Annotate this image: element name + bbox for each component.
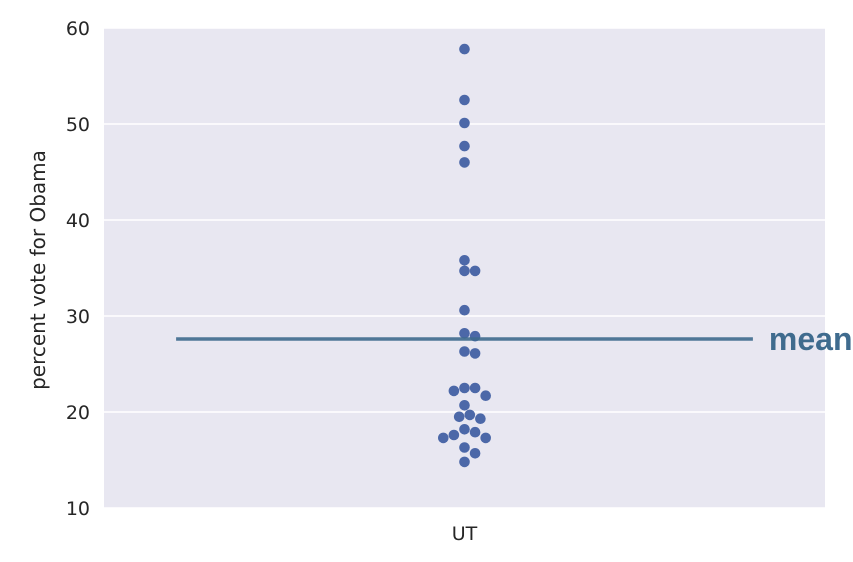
y-tick-label: 60 [66,18,90,40]
data-point [459,304,470,316]
data-point [469,265,481,277]
data-point [459,157,470,168]
data-point [459,94,470,106]
data-point [464,409,476,421]
data-point [459,442,470,453]
data-point [453,411,465,423]
data-point [459,43,470,55]
y-tick-label: 50 [66,114,90,136]
y-tick-labels: 10 20 30 40 50 60 [66,18,90,520]
data-point [459,265,470,277]
y-axis-label: percent vote for Obama [26,150,50,390]
grid-lines [104,27,825,509]
data-point [480,432,492,444]
mean-label: mean [769,321,853,357]
data-point [469,382,481,394]
data-point [459,254,470,266]
data-point [475,413,486,425]
data-point [438,432,449,444]
data-point [459,456,470,468]
data-point [459,424,470,435]
data-point [469,426,481,438]
data-point [448,429,460,441]
data-points [438,43,492,468]
data-point [459,140,470,152]
y-tick-label: 20 [66,402,90,424]
x-tick-label: UT [452,523,478,545]
data-point [459,328,470,339]
data-point [459,346,470,357]
y-tick-label: 40 [66,210,90,232]
data-point [480,390,492,402]
y-tick-label: 30 [66,306,90,328]
y-tick-label: 10 [66,498,90,520]
data-point [469,448,481,459]
data-point [459,117,470,129]
data-point [448,385,460,397]
data-point [469,348,481,359]
data-point [459,382,470,394]
x-tick-labels: UT [452,523,478,545]
data-point [459,400,470,411]
